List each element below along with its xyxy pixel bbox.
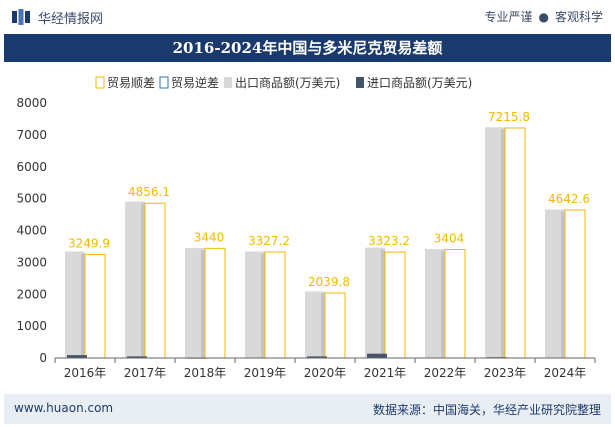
bars: 3249.9 4856.1 3440 3327.2 2039.8 3323.2 3404 72… xyxy=(65,110,590,359)
category-group: 2039.8 xyxy=(305,275,350,359)
legend-item-1: 贸易逆差 xyxy=(159,75,219,90)
data-label: 7215.8 xyxy=(488,110,530,124)
category-group: 3327.2 xyxy=(245,234,290,359)
y-tick-label: 5000 xyxy=(16,192,47,206)
export-bar-shade xyxy=(321,293,325,358)
data-label: 3327.2 xyxy=(248,234,290,248)
import-bar xyxy=(367,353,387,358)
export-bar xyxy=(185,248,205,358)
legend-item-0: 贸易顺差 xyxy=(95,76,155,90)
export-bar-shade xyxy=(501,129,505,358)
legend-label-1: 贸易逆差 xyxy=(171,75,219,90)
slogan-right: 客观科学 xyxy=(554,10,603,24)
x-tick-label: 2017年 xyxy=(124,366,167,380)
x-tick-label: 2020年 xyxy=(304,366,347,380)
data-label: 4856.1 xyxy=(128,185,170,199)
x-tick-label: 2019年 xyxy=(244,366,287,380)
x-tick-label: 2021年 xyxy=(364,366,407,380)
footer: www.huaon.com 数据来源：中国海关，华经产业研究院整理 xyxy=(4,394,611,424)
x-axis: 2016年 2017年 2018年 2019年 2020年 2021年 2022年 2023年… xyxy=(54,357,596,380)
y-tick-label: 2000 xyxy=(16,287,47,301)
surplus-bar xyxy=(504,127,526,359)
surplus-bar xyxy=(144,202,166,359)
export-bar xyxy=(545,209,565,358)
export-bar xyxy=(365,247,385,358)
export-bar xyxy=(305,291,325,358)
data-label: 4642.6 xyxy=(548,192,590,206)
legend-label-2: 出口商品额(万美元) xyxy=(235,75,340,90)
category-group: 3323.2 xyxy=(365,234,410,359)
footer-url[interactable]: www.huaon.com xyxy=(14,401,114,415)
category-group: 3440 xyxy=(185,230,226,359)
slogan-left: 专业严谨 xyxy=(484,10,533,24)
legend-item-3: 进口商品额(万美元) xyxy=(356,75,472,90)
export-bar-shade xyxy=(81,253,85,358)
slogan: 专业严谨 ● 客观科学 xyxy=(484,8,603,25)
legend-swatch-1 xyxy=(159,76,169,89)
export-bar xyxy=(485,127,505,358)
data-label: 3323.2 xyxy=(368,234,410,248)
surplus-bar xyxy=(444,248,466,359)
surplus-bar xyxy=(324,292,346,359)
y-tick-label: 1000 xyxy=(16,319,47,333)
surplus-bar xyxy=(84,253,106,359)
title-bar: 2016-2024年中国与多米尼克贸易差额 xyxy=(4,34,611,62)
y-tick-label: 3000 xyxy=(16,255,47,269)
legend: 贸易顺差 贸易逆差 出口商品额(万美元) 进口商品额(万美元) xyxy=(95,75,472,90)
x-tick-label: 2022年 xyxy=(424,366,467,380)
import-bar xyxy=(67,355,87,358)
export-bar-shade xyxy=(261,253,265,358)
logo-icon xyxy=(12,9,30,25)
surplus-bar xyxy=(204,247,226,359)
legend-swatch-3 xyxy=(356,77,364,88)
legend-label-3: 进口商品额(万美元) xyxy=(367,75,472,90)
data-label: 3249.9 xyxy=(68,236,110,250)
category-group: 3404 xyxy=(425,231,466,359)
legend-swatch-2 xyxy=(224,77,232,88)
x-tick-label: 2016年 xyxy=(64,366,107,380)
chart: 贸易顺差 贸易逆差 出口商品额(万美元) 进口商品额(万美元) 0 1000 2000 30… xyxy=(16,75,596,380)
chart-title: 2016-2024年中国与多米尼克贸易差额 xyxy=(172,39,443,57)
x-tick-label: 2018年 xyxy=(184,366,227,380)
surplus-bar xyxy=(384,251,406,359)
category-group: 4642.6 xyxy=(545,192,590,359)
y-tick-label: 0 xyxy=(39,351,47,365)
legend-label-0: 贸易顺差 xyxy=(107,76,155,90)
category-group: 7215.8 xyxy=(485,110,530,359)
export-bar xyxy=(65,251,85,358)
surplus-bar xyxy=(564,209,586,359)
dot-separator-icon: ● xyxy=(538,10,549,24)
import-bar xyxy=(307,356,327,358)
category-group: 3249.9 xyxy=(65,236,110,359)
data-label: 2039.8 xyxy=(308,275,350,289)
x-tick-label: 2024年 xyxy=(544,366,587,380)
export-bar-shade xyxy=(441,250,445,358)
export-bar xyxy=(425,248,445,358)
y-tick-label: 8000 xyxy=(16,96,47,110)
export-bar-shade xyxy=(201,250,205,358)
export-bar xyxy=(125,201,145,358)
top-bar: 华经情报网 专业严谨 ● 客观科学 xyxy=(0,0,615,34)
y-tick-label: 6000 xyxy=(16,160,47,174)
data-source: 数据来源：中国海关，华经产业研究院整理 xyxy=(372,403,601,417)
surplus-bar xyxy=(264,251,286,359)
category-group: 4856.1 xyxy=(125,185,170,359)
legend-swatch-0 xyxy=(95,76,105,89)
export-bar-shade xyxy=(381,249,385,358)
data-label: 3440 xyxy=(194,230,225,244)
y-tick-label: 4000 xyxy=(16,224,47,238)
x-tick-label: 2023年 xyxy=(484,366,527,380)
brand-name: 华经情报网 xyxy=(38,12,104,27)
y-tick-label: 7000 xyxy=(16,128,47,142)
import-bar xyxy=(127,356,147,358)
export-bar xyxy=(245,251,265,358)
data-label: 3404 xyxy=(434,231,465,245)
y-axis: 0 1000 2000 3000 4000 5000 6000 7000 8000 xyxy=(16,96,47,365)
export-bar-shade xyxy=(141,203,145,358)
export-bar-shade xyxy=(561,211,565,358)
legend-item-2: 出口商品额(万美元) xyxy=(224,75,340,90)
